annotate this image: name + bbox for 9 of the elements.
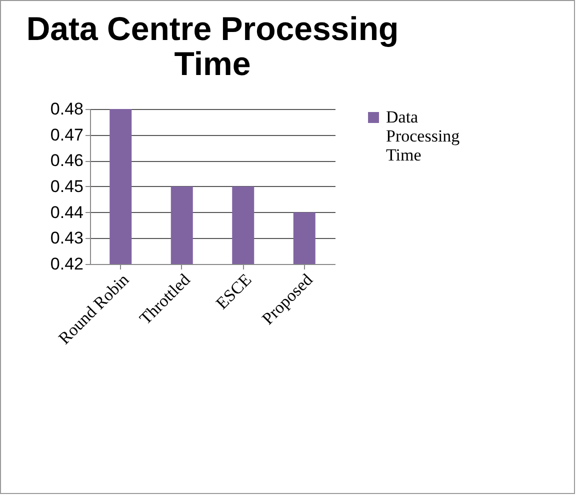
y-tick-label: 0.48 <box>50 100 84 118</box>
y-tick-label: 0.45 <box>50 177 84 196</box>
chart-title: Data Centre Processing Time <box>26 10 399 82</box>
y-tick-label: 0.43 <box>50 228 84 248</box>
legend-label: Data Processing Time <box>386 108 460 164</box>
y-tick-label: 0.46 <box>50 151 84 170</box>
y-tick-label: 0.44 <box>50 202 84 222</box>
y-tick-label: 0.42 <box>50 254 84 274</box>
y-tick-label: 0.47 <box>50 125 84 144</box>
